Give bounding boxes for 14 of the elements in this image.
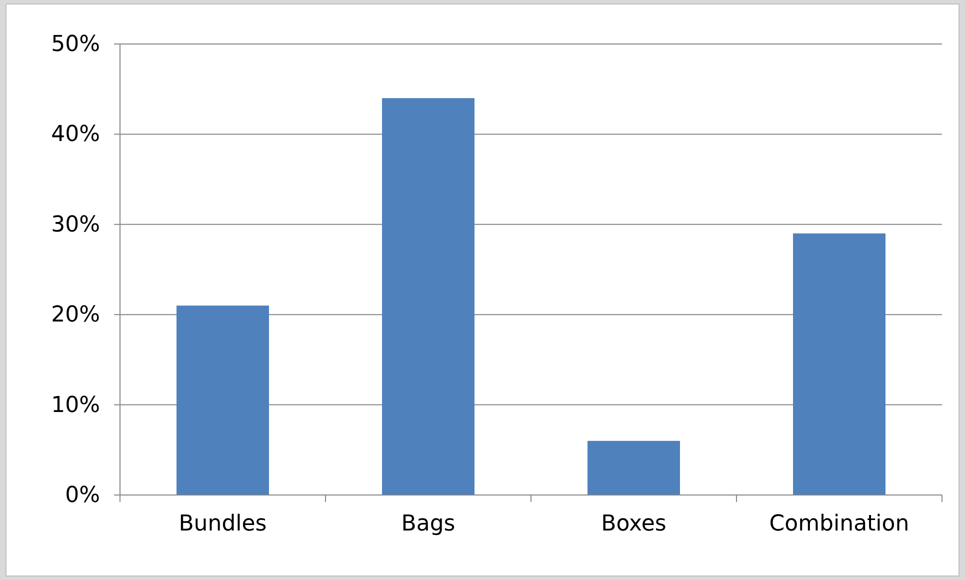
y-tick-label: 40% [51, 122, 100, 148]
y-tick-label: 20% [51, 302, 100, 328]
y-tick-label: 0% [65, 483, 100, 508]
bar [176, 306, 269, 495]
x-tick-label: Bundles [178, 512, 267, 537]
bar [588, 440, 680, 495]
x-tick-label: Bags [401, 512, 456, 537]
y-tick-label: 50% [51, 32, 100, 58]
bar [793, 233, 886, 495]
bar [382, 98, 474, 495]
x-tick-label: Combination [769, 512, 910, 537]
x-tick-label: Boxes [601, 512, 666, 537]
y-tick-label: 10% [51, 392, 100, 418]
y-tick-label: 30% [51, 212, 100, 238]
